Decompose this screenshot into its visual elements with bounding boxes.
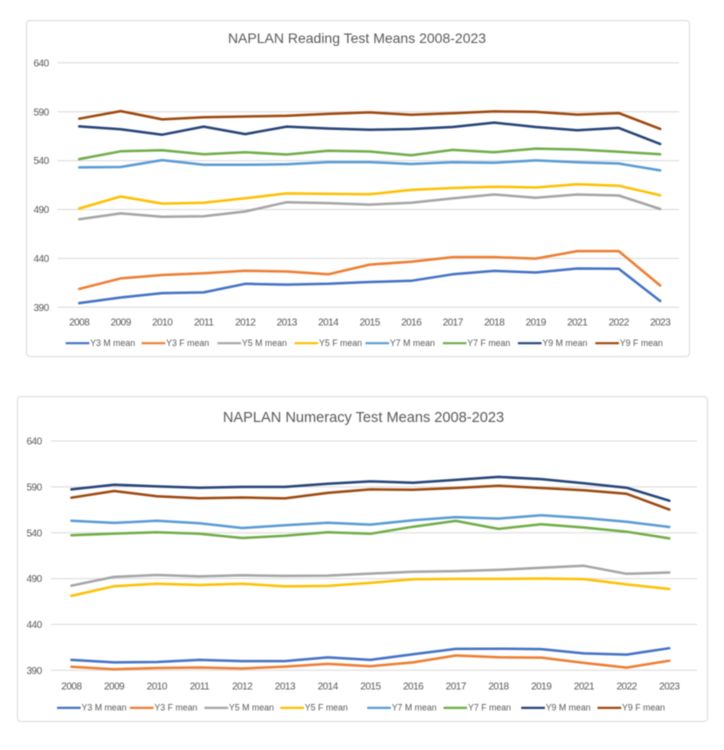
svg-text:390: 390: [34, 303, 50, 314]
svg-text:Y3 M mean: Y3 M mean: [82, 703, 127, 713]
svg-text:640: 640: [34, 58, 50, 69]
svg-text:NAPLAN Numeracy Test Means 200: NAPLAN Numeracy Test Means 2008-2023: [223, 410, 504, 426]
svg-text:490: 490: [27, 574, 43, 585]
svg-text:540: 540: [27, 528, 43, 539]
svg-text:Y3 M mean: Y3 M mean: [90, 338, 135, 348]
svg-text:Y3 F mean: Y3 F mean: [166, 338, 209, 348]
svg-text:2014: 2014: [318, 682, 339, 693]
svg-text:590: 590: [34, 107, 50, 118]
svg-text:2008: 2008: [61, 682, 82, 693]
svg-text:440: 440: [34, 254, 50, 265]
svg-text:NAPLAN Reading Test Means 2008: NAPLAN Reading Test Means 2008-2023: [228, 30, 486, 46]
svg-text:2008: 2008: [69, 317, 90, 328]
svg-text:Y5 M mean: Y5 M mean: [242, 338, 287, 348]
svg-text:2017: 2017: [443, 317, 464, 328]
svg-text:Y9 M mean: Y9 M mean: [542, 338, 587, 348]
svg-text:640: 640: [27, 437, 43, 448]
svg-text:2014: 2014: [318, 317, 339, 328]
svg-text:2009: 2009: [111, 317, 132, 328]
svg-text:2018: 2018: [488, 682, 509, 693]
svg-text:2012: 2012: [235, 317, 256, 328]
svg-text:2016: 2016: [401, 317, 422, 328]
svg-text:2022: 2022: [616, 682, 637, 693]
svg-text:2013: 2013: [275, 682, 296, 693]
svg-text:2011: 2011: [190, 682, 210, 693]
svg-text:2016: 2016: [403, 682, 424, 693]
svg-text:Y3 F mean: Y3 F mean: [154, 703, 197, 713]
svg-text:2013: 2013: [277, 317, 298, 328]
svg-text:2023: 2023: [650, 317, 671, 328]
svg-text:2021: 2021: [567, 317, 588, 328]
svg-text:2010: 2010: [152, 317, 173, 328]
svg-text:2017: 2017: [446, 682, 467, 693]
svg-text:2023: 2023: [659, 682, 680, 693]
svg-text:Y7 M mean: Y7 M mean: [390, 338, 435, 348]
svg-text:Y9 F mean: Y9 F mean: [620, 338, 663, 348]
svg-text:2021: 2021: [574, 682, 595, 693]
svg-text:440: 440: [27, 620, 43, 631]
svg-text:2009: 2009: [104, 682, 125, 693]
svg-text:Y7 M mean: Y7 M mean: [392, 703, 437, 713]
svg-text:2019: 2019: [531, 682, 552, 693]
svg-text:Y7 F mean: Y7 F mean: [468, 703, 511, 713]
svg-text:Y7 F mean: Y7 F mean: [467, 338, 510, 348]
svg-text:Y5 F mean: Y5 F mean: [319, 338, 362, 348]
svg-text:2022: 2022: [609, 317, 630, 328]
svg-text:390: 390: [27, 666, 43, 677]
svg-text:2015: 2015: [360, 317, 381, 328]
svg-text:2010: 2010: [147, 682, 168, 693]
svg-text:540: 540: [34, 156, 50, 167]
svg-text:490: 490: [34, 205, 50, 216]
svg-text:Y9 F mean: Y9 F mean: [622, 703, 665, 713]
svg-text:2012: 2012: [232, 682, 253, 693]
svg-text:Y9 M mean: Y9 M mean: [546, 703, 591, 713]
svg-text:Y5 F mean: Y5 F mean: [305, 703, 348, 713]
svg-text:2015: 2015: [360, 682, 381, 693]
svg-text:Y5 M mean: Y5 M mean: [229, 703, 274, 713]
svg-text:2018: 2018: [484, 317, 505, 328]
svg-text:2019: 2019: [526, 317, 547, 328]
svg-text:590: 590: [27, 483, 43, 494]
svg-text:2011: 2011: [194, 317, 214, 328]
